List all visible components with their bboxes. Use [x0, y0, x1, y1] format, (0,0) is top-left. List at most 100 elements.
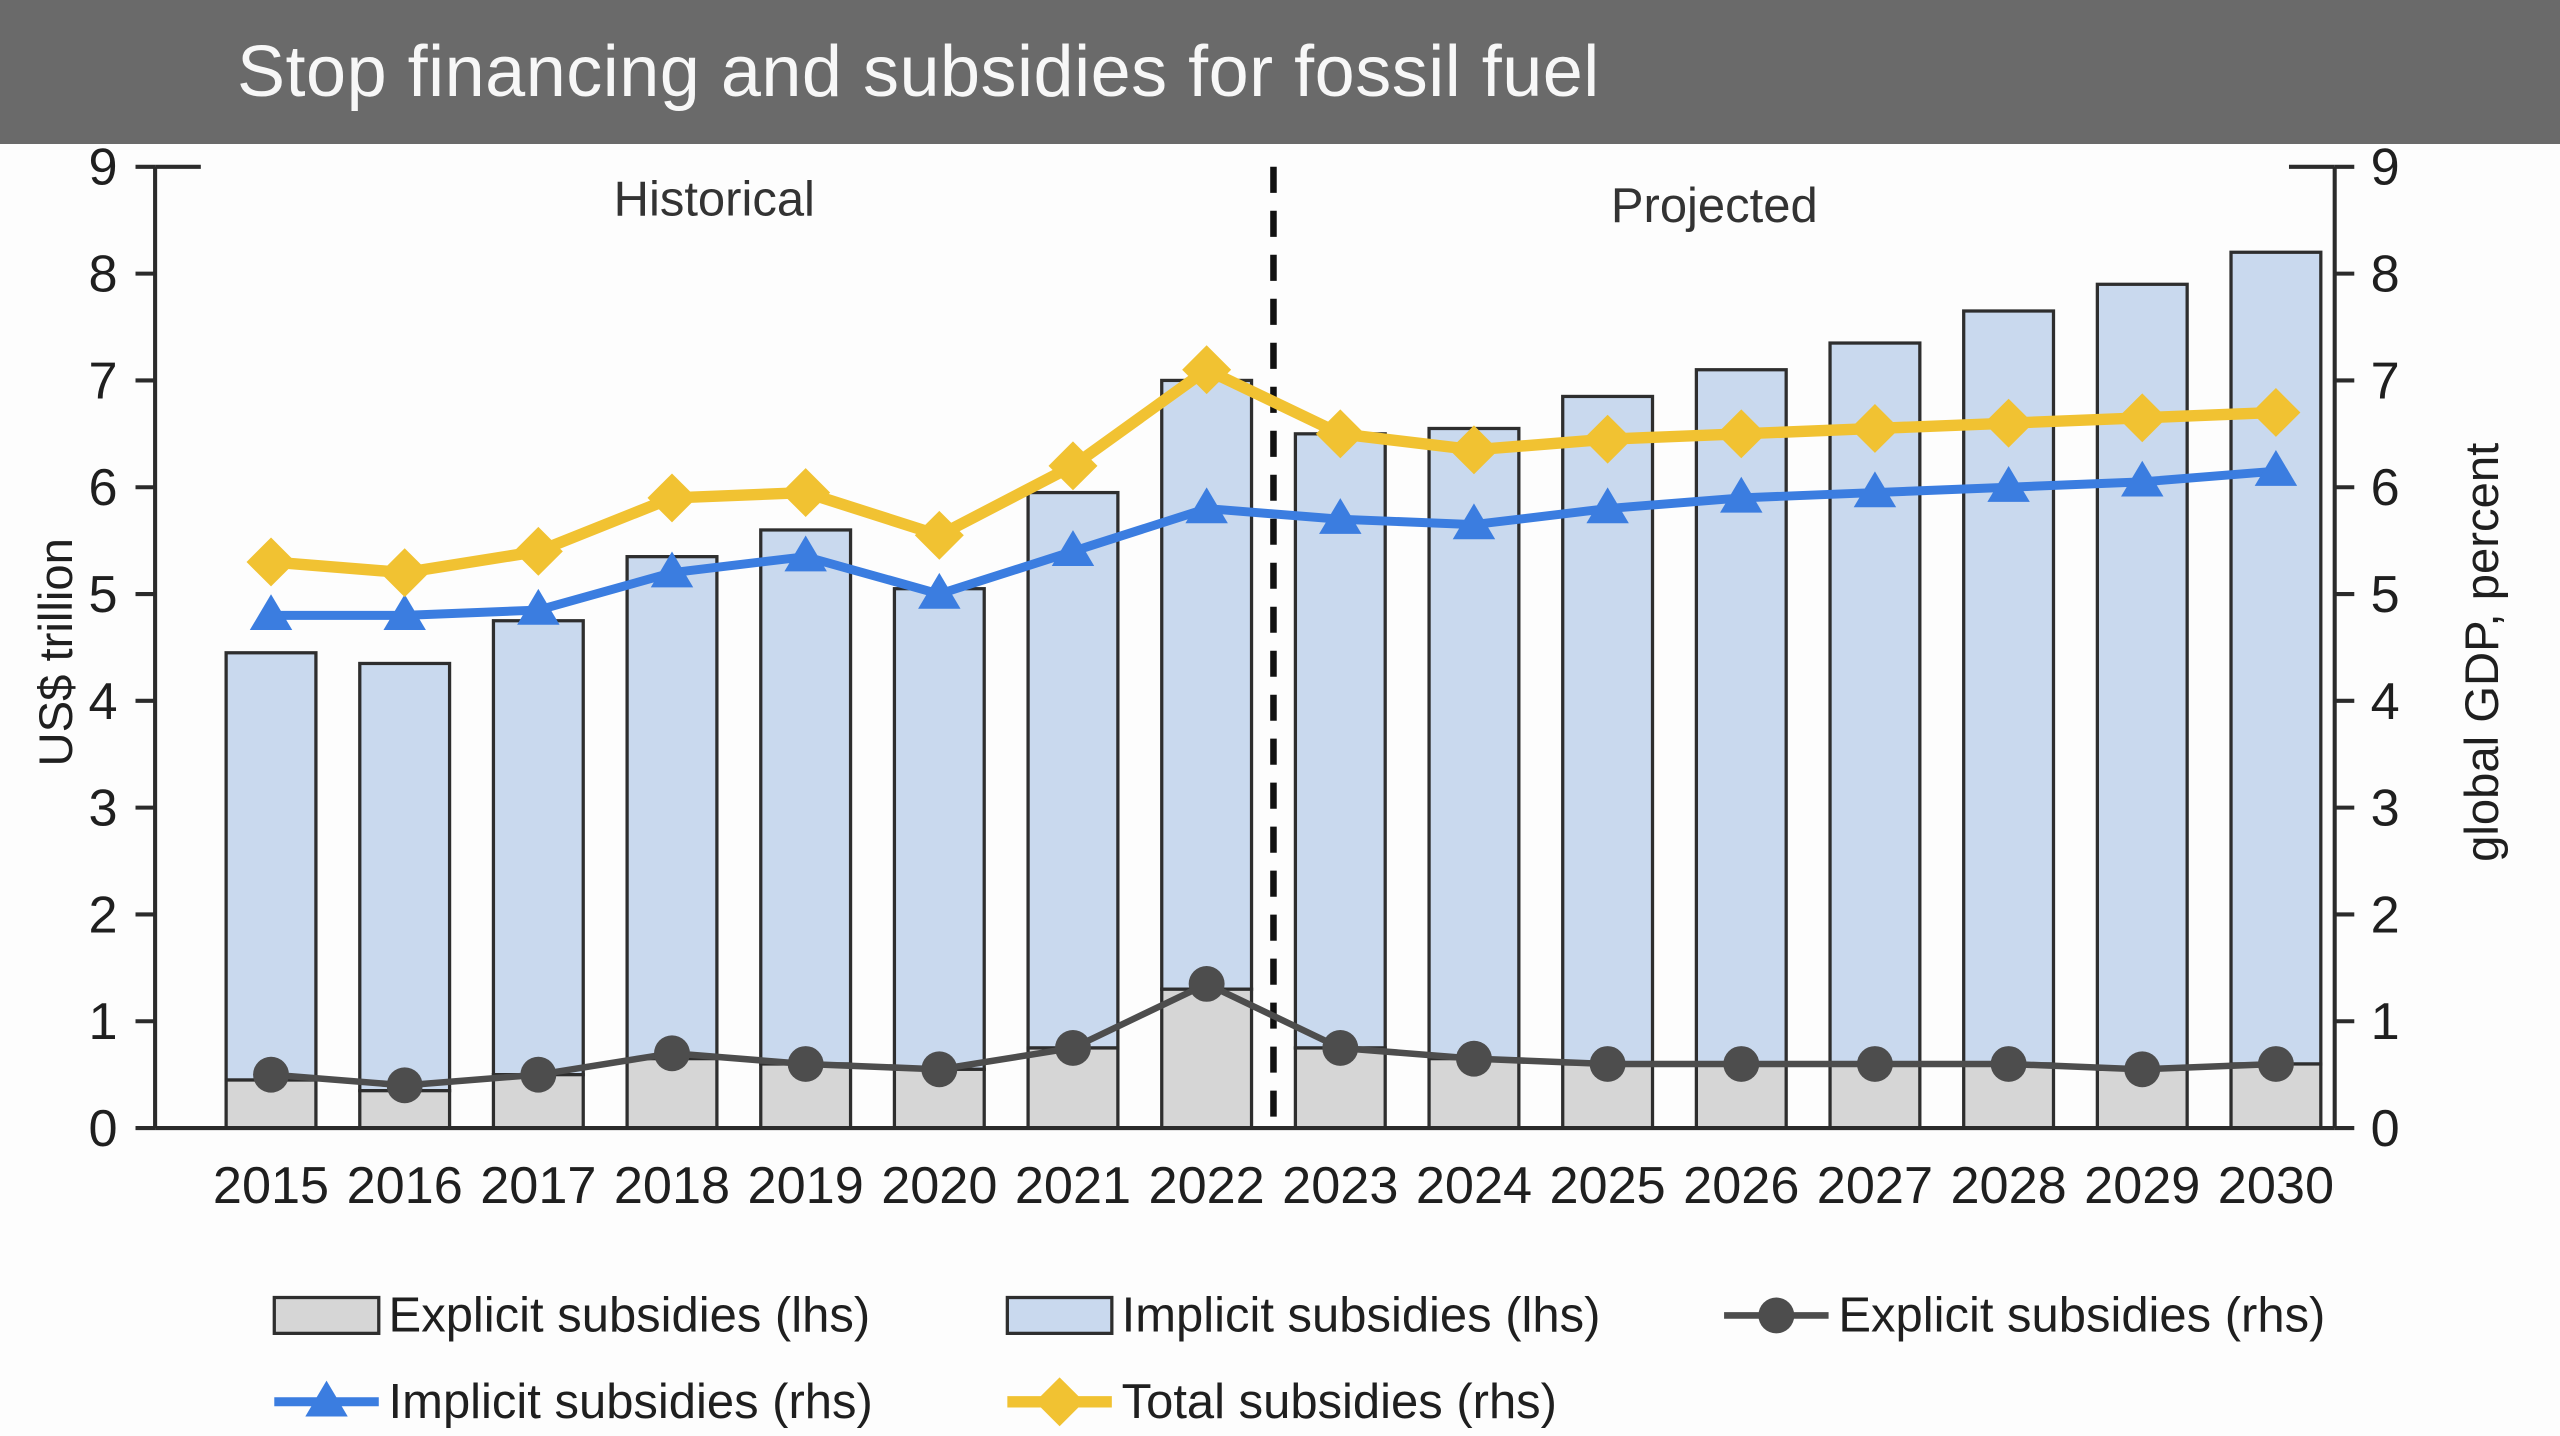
marker-implicit-rhs-2022 — [1185, 487, 1228, 524]
marker-total-rhs-2018 — [647, 473, 697, 523]
svg-text:7: 7 — [2371, 352, 2400, 410]
svg-text:7: 7 — [88, 352, 117, 410]
marker-implicit-rhs-2025 — [1586, 487, 1629, 524]
svg-text:3: 3 — [2371, 780, 2400, 838]
marker-total-rhs-2025 — [1583, 414, 1633, 464]
marker-implicit-rhs-2027 — [1853, 471, 1897, 508]
marker-implicit-rhs-2021 — [1051, 530, 1095, 566]
marker-explicit-rhs-2018 — [654, 1035, 690, 1072]
bar-implicit-2030 — [2229, 250, 2323, 1066]
svg-text:8: 8 — [88, 246, 117, 304]
axes — [135, 164, 2355, 1131]
legend-label: Explicit subsidies (rhs) — [1838, 1289, 2325, 1343]
bar-implicit-2020 — [892, 587, 986, 1071]
marker-explicit-rhs-2016 — [386, 1067, 423, 1104]
left-axis-title: US$ trillion — [30, 538, 83, 766]
bar-implicit-2026 — [1694, 368, 1788, 1066]
svg-text:9: 9 — [2371, 144, 2400, 197]
year-label-2026: 2026 — [1683, 1157, 1799, 1215]
svg-text:6: 6 — [2371, 459, 2400, 517]
marker-implicit-rhs-2026 — [1720, 476, 1763, 513]
legend-swatch-bar — [1005, 1295, 1114, 1335]
legend-item-implicit-subsidies-rhs: Implicit subsidies (rhs) — [274, 1375, 873, 1429]
year-label-2023: 2023 — [1282, 1157, 1398, 1215]
svg-text:3: 3 — [88, 780, 117, 838]
marker-implicit-rhs-2030 — [2254, 450, 2298, 486]
marker-explicit-rhs-2025 — [1589, 1046, 1626, 1082]
marker-implicit-rhs-2018 — [650, 551, 694, 588]
svg-text:6: 6 — [88, 459, 117, 517]
marker-explicit-rhs-2021 — [1055, 1030, 1091, 1066]
year-label-2020: 2020 — [881, 1157, 997, 1215]
legend-swatch-bar — [272, 1295, 381, 1335]
marker-total-rhs-2026 — [1716, 409, 1766, 459]
year-label-2028: 2028 — [1950, 1157, 2066, 1215]
marker-explicit-rhs-2022 — [1188, 965, 1225, 1002]
marker-total-rhs-2019 — [781, 468, 831, 518]
line-implicit-rhs — [249, 450, 2298, 631]
right-axis-tick-labels: 0 1 2 3 4 5 6 7 8 9 — [2371, 139, 2400, 1158]
svg-text:4: 4 — [2371, 673, 2400, 731]
year-label-2017: 2017 — [480, 1157, 596, 1215]
year-label-2016: 2016 — [347, 1157, 463, 1215]
legend-item-explicit-subsidies-rhs: Explicit subsidies (rhs) — [1724, 1289, 2325, 1343]
marker-explicit-rhs-2020 — [921, 1051, 958, 1088]
x-axis-year-labels: 2015 2016 2017 2018 2019 2020 2021 2022 2023 2024… — [213, 1157, 2334, 1215]
bar-implicit-2018 — [625, 555, 719, 1061]
marker-total-rhs-2028 — [1984, 398, 2034, 448]
bar-explicit-2018 — [625, 1057, 719, 1130]
legend-diamond-marker-icon — [1035, 1377, 1085, 1427]
annotation-historical: Historical — [614, 173, 815, 227]
marker-total-rhs-2024 — [1449, 425, 1499, 475]
slide-title-bar: Stop financing and subsidies for fossil … — [0, 0, 2560, 144]
marker-explicit-rhs-2026 — [1723, 1046, 1760, 1082]
legend-item-total-subsidies-rhs: Total subsidies (rhs) — [1007, 1375, 1557, 1429]
marker-implicit-rhs-2020 — [918, 572, 961, 609]
marker-explicit-rhs-2023 — [1322, 1030, 1359, 1066]
svg-text:2: 2 — [2371, 886, 2400, 944]
page-title: Stop financing and subsidies for fossil … — [237, 32, 1600, 112]
year-label-2030: 2030 — [2218, 1157, 2334, 1215]
year-label-2025: 2025 — [1550, 1157, 1666, 1215]
year-label-2027: 2027 — [1817, 1157, 1933, 1215]
marker-total-rhs-2015 — [246, 537, 296, 587]
marker-implicit-rhs-2017 — [517, 588, 560, 625]
svg-text:9: 9 — [88, 144, 117, 197]
bar-implicit-2019 — [759, 528, 853, 1066]
marker-explicit-rhs-2024 — [1456, 1040, 1492, 1077]
legend-label: Implicit subsidies (rhs) — [389, 1375, 873, 1429]
year-label-2019: 2019 — [748, 1157, 864, 1215]
year-label-2024: 2024 — [1416, 1157, 1532, 1215]
line-total-rhs — [246, 345, 2301, 598]
svg-text:4: 4 — [88, 673, 117, 731]
bar-implicit-2028 — [1962, 309, 2056, 1066]
subsidies-chart: 0 1 2 3 4 5 6 7 8 9 0 1 2 3 4 5 6 7 8 9 2015 2016 2017 2018 2019… — [30, 139, 2509, 1429]
marker-implicit-rhs-2016 — [383, 594, 426, 631]
annotation-projected: Projected — [1611, 179, 1818, 233]
marker-explicit-rhs-2015 — [253, 1056, 289, 1093]
left-axis-tick-labels: 0 1 2 3 4 5 6 7 8 9 — [88, 139, 117, 1158]
year-label-2029: 2029 — [2084, 1157, 2200, 1215]
bars-layer — [224, 250, 2323, 1130]
svg-text:0: 0 — [2371, 1100, 2400, 1158]
marker-implicit-rhs-2029 — [2121, 460, 2164, 497]
year-label-2015: 2015 — [213, 1157, 329, 1215]
marker-implicit-rhs-2028 — [1987, 466, 2030, 502]
year-label-2021: 2021 — [1015, 1157, 1131, 1215]
legend-circle-marker-icon — [1758, 1297, 1795, 1334]
svg-text:0: 0 — [88, 1100, 117, 1158]
marker-total-rhs-2027 — [1850, 404, 1900, 453]
marker-implicit-rhs-2024 — [1452, 503, 1496, 540]
marker-total-rhs-2016 — [380, 548, 430, 598]
legend-item-implicit-subsidies-lhs: Implicit subsidies (lhs) — [1005, 1289, 1601, 1343]
bar-implicit-2021 — [1026, 490, 1120, 1050]
marker-explicit-rhs-2017 — [520, 1056, 557, 1093]
legend: Explicit subsidies (lhs) Implicit subsidi… — [272, 1289, 2325, 1429]
svg-text:5: 5 — [2371, 566, 2400, 624]
svg-text:1: 1 — [2371, 993, 2400, 1051]
marker-implicit-rhs-2015 — [249, 594, 293, 631]
legend-label: Implicit subsidies (lhs) — [1122, 1289, 1601, 1343]
marker-implicit-rhs-2019 — [784, 535, 827, 572]
svg-text:1: 1 — [88, 993, 117, 1051]
